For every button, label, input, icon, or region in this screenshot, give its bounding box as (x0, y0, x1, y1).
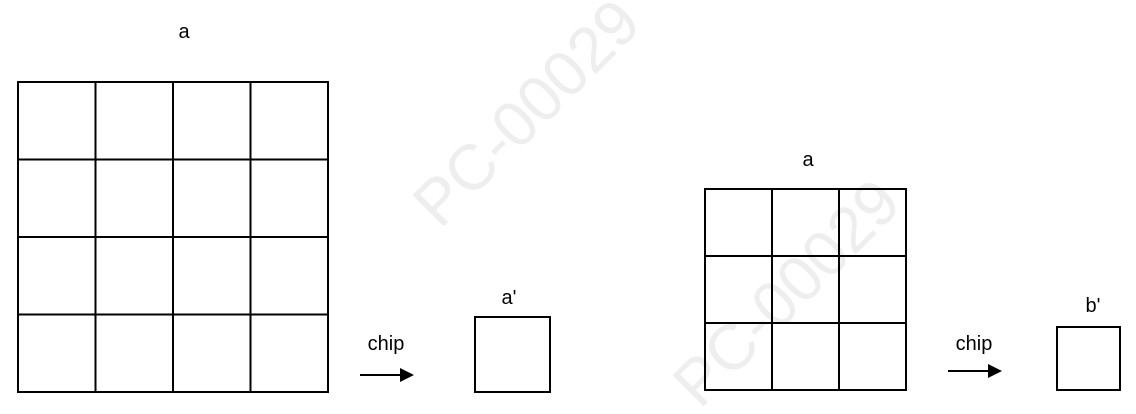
left-arrow (360, 368, 414, 382)
left-grid (17, 81, 329, 393)
left-arrow-label: chip (368, 333, 405, 355)
left-result-label: a' (502, 287, 517, 309)
right-arrow-label: chip (956, 333, 993, 355)
watermark-2: PC-00029 (659, 165, 914, 414)
right-arrow (948, 364, 1002, 378)
right-result-box (1056, 326, 1121, 391)
right-grid-label: a (802, 149, 814, 171)
left-result-box (474, 316, 551, 393)
right-grid-outline (704, 188, 907, 391)
watermark: PC-00029 (399, 0, 654, 240)
right-result-label: b' (1086, 295, 1101, 317)
right-grid (704, 188, 907, 391)
left-grid-label: a (178, 21, 190, 43)
